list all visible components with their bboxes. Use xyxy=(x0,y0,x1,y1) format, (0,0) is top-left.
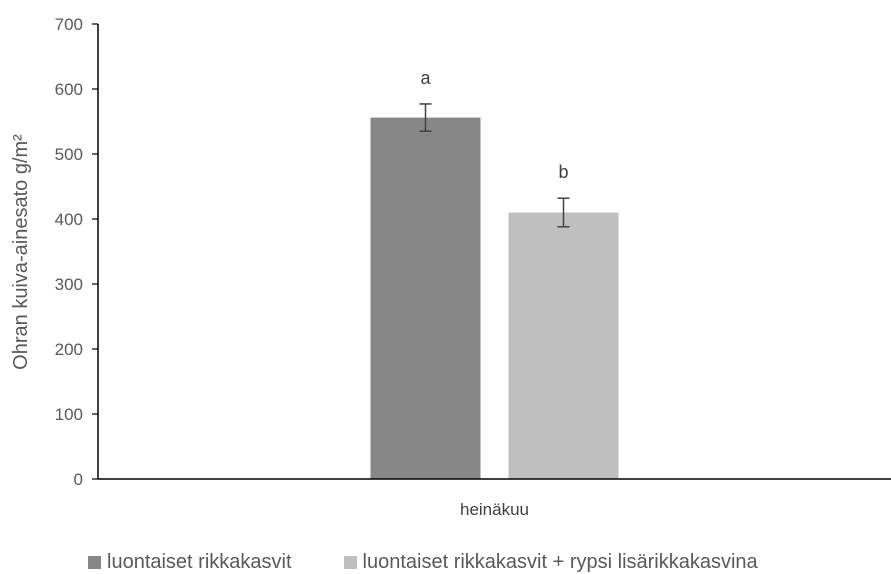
significance-label-series-2: b xyxy=(558,162,568,182)
y-tick-label: 0 xyxy=(74,470,83,489)
y-axis: 0 100 200 300 400 500 600 700 xyxy=(55,15,99,489)
x-axis: heinäkuu xyxy=(98,478,891,519)
significance-label-series-1: a xyxy=(420,68,431,88)
y-tick-label: 100 xyxy=(55,405,83,424)
legend-swatch-series-2 xyxy=(343,555,357,569)
legend-label-series-1: luontaiset rikkakasvit xyxy=(107,550,292,573)
legend-label-series-2: luontaiset rikkakasvit + rypsi lisärikka… xyxy=(362,550,758,573)
y-tick-label: 600 xyxy=(55,80,83,99)
y-tick-label: 300 xyxy=(55,275,83,294)
bars-group: ab xyxy=(370,68,619,479)
y-tick-label: 200 xyxy=(55,340,83,359)
bar-series-2 xyxy=(508,212,619,479)
legend: luontaiset rikkakasvit luontaiset rikkak… xyxy=(88,551,758,573)
y-tick-label: 500 xyxy=(55,145,83,164)
legend-swatch-series-1 xyxy=(88,555,101,569)
bar-series-1 xyxy=(370,117,481,479)
y-axis-label: Ohran kuiva-ainesato g/m² xyxy=(10,134,32,370)
y-tick-label: 700 xyxy=(55,15,83,34)
legend-item-series-2: luontaiset rikkakasvit + rypsi lisärikka… xyxy=(343,550,758,574)
x-category-label: heinäkuu xyxy=(460,500,529,519)
y-tick-label: 400 xyxy=(55,210,83,229)
legend-item-series-1: luontaiset rikkakasvit xyxy=(88,551,292,574)
